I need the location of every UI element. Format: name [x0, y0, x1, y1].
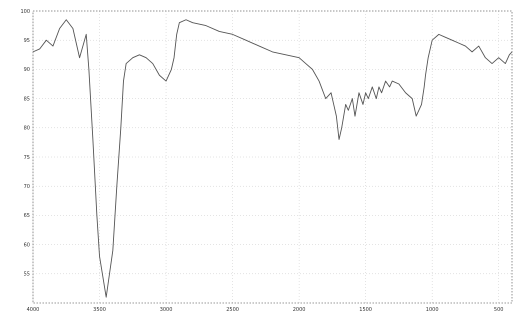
x-tick-label-3: 2500 [226, 307, 239, 313]
y-tick-label-8: 95 [24, 38, 30, 44]
y-tick-labels: 55 60 65 70 75 80 85 90 95 100 [20, 9, 30, 278]
x-tick-label-6: 1000 [426, 307, 439, 313]
y-tick-label-2: 65 [24, 213, 30, 219]
x-tick-label-1: 3500 [93, 307, 106, 313]
series-line-0 [32, 19, 513, 298]
x-tick-label-7: 500 [494, 307, 504, 313]
x-tick-labels: 4000 3500 3000 2500 2000 1500 1000 500 [27, 307, 504, 313]
x-tick-label-2: 3000 [160, 307, 173, 313]
y-tick-label-7: 90 [24, 67, 30, 73]
x-tick-label-4: 2000 [293, 307, 306, 313]
series-layer [32, 19, 513, 298]
x-tick-label-5: 1500 [359, 307, 372, 313]
plot-frame [32, 10, 513, 304]
y-tick-label-3: 70 [24, 184, 30, 190]
y-tick-label-5: 80 [24, 126, 30, 132]
y-tick-label-1: 60 [24, 242, 30, 248]
y-tick-label-4: 75 [24, 155, 30, 161]
x-tick-label-0: 4000 [27, 307, 40, 313]
y-tick-label-0: 55 [24, 272, 30, 278]
y-tick-label-9: 100 [20, 9, 30, 15]
y-tick-label-6: 85 [24, 96, 30, 102]
